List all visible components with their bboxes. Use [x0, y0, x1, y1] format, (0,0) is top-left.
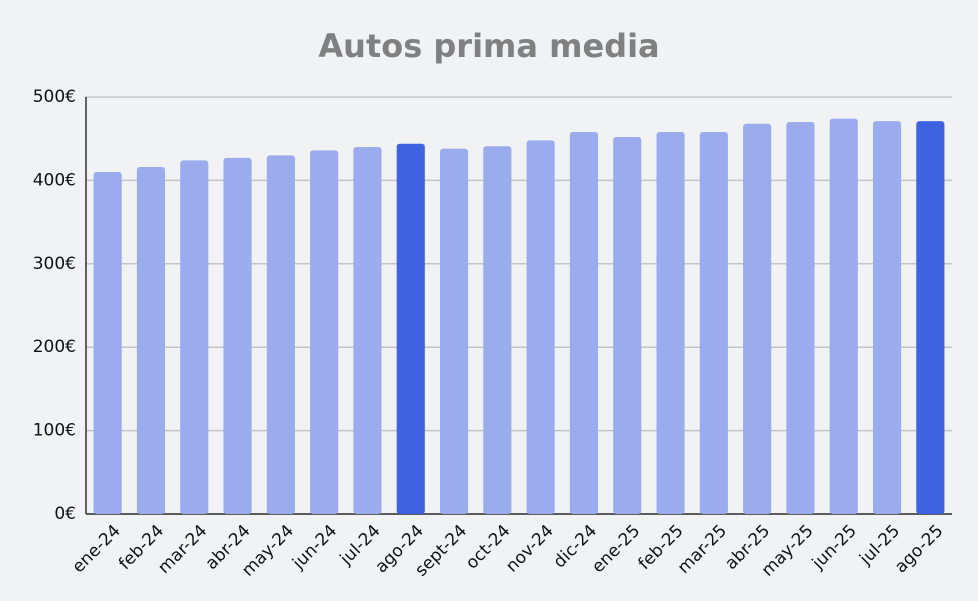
chart-title: Autos prima media [318, 27, 659, 65]
bar [829, 118, 858, 515]
bar [310, 150, 339, 514]
bar [223, 157, 252, 514]
bar [93, 172, 122, 514]
bar [699, 132, 728, 514]
bar [613, 137, 642, 515]
bar [656, 132, 685, 514]
bar [743, 123, 772, 515]
y-tick-label: 100€ [33, 421, 76, 441]
bar [526, 140, 555, 515]
bar [439, 148, 469, 514]
bar [483, 146, 512, 514]
bar [569, 132, 599, 514]
bar [872, 121, 902, 514]
y-tick-label: 200€ [33, 337, 76, 357]
y-tick-label: 400€ [33, 170, 76, 190]
bar [180, 160, 209, 514]
bar [266, 155, 295, 514]
bar [786, 122, 815, 515]
bar [396, 143, 425, 515]
bar [136, 167, 166, 514]
bar [916, 121, 945, 514]
y-tick-label: 500€ [33, 87, 76, 107]
y-tick-label: 0€ [54, 504, 76, 524]
bar [353, 147, 382, 515]
y-tick-label: 300€ [33, 254, 76, 274]
